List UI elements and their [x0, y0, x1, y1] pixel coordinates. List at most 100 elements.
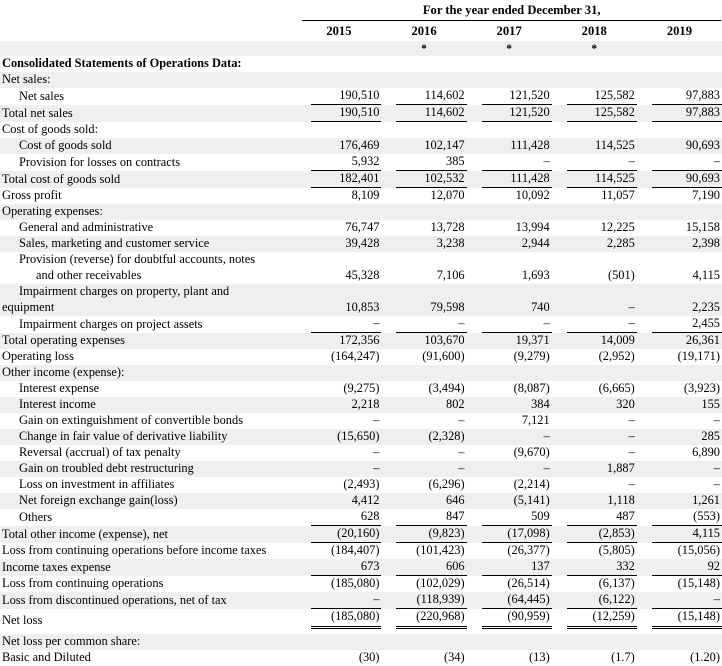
value-cell: [552, 56, 637, 72]
row-label-continued: and other receivables: [36, 268, 142, 282]
value-cell: 6,890: [637, 445, 722, 461]
row-label: Net loss per common share:: [2, 634, 141, 648]
cell-value: –: [651, 154, 722, 171]
table-row: Gain on troubled debt restructuring – – – 1,…: [0, 461, 722, 477]
cell-value: 509: [481, 509, 552, 526]
cell-value: (3,923): [683, 381, 720, 395]
value-cell: 39,428: [296, 236, 381, 252]
cell-value: –: [628, 429, 635, 443]
cell-value: 114,525: [566, 171, 637, 188]
value-cell: (12,259): [552, 609, 637, 634]
value-cell: –: [552, 316, 637, 333]
row-label: Interest income: [19, 397, 96, 411]
cell-value: [482, 204, 552, 220]
value-cell: –: [467, 461, 552, 477]
value-cell: 628: [296, 509, 382, 526]
value-cell: 114,602: [381, 105, 467, 122]
value-cell: (2,952): [552, 349, 637, 365]
value-cell: 1,887: [552, 461, 637, 477]
table-row: Net foreign exchange gain(loss) 4,412 646 (…: [0, 493, 722, 509]
value-cell: 384: [467, 397, 552, 413]
value-cell: –: [296, 316, 382, 333]
cell-value: (34): [443, 650, 465, 664]
value-cell: (185,080): [296, 576, 381, 592]
cell-value: 6,890: [692, 445, 720, 459]
cell-value: [567, 56, 637, 72]
value-cell: 1,118: [552, 493, 637, 509]
row-label: Loss on investment in affiliates: [19, 477, 175, 491]
value-cell: (5,141): [467, 493, 552, 509]
row-label-cell: Income taxes expense: [0, 559, 296, 576]
row-label-cell: Provision for losses on contracts: [0, 154, 296, 171]
cell-value: 137: [481, 559, 552, 576]
asterisk-row: * * *: [0, 41, 722, 56]
row-label: Gross profit: [2, 188, 62, 202]
value-cell: 114,525: [552, 138, 637, 154]
row-label-cell: Net loss per common share:: [0, 634, 296, 650]
cell-value: 103,670: [424, 333, 465, 347]
cell-value: (15,056): [677, 543, 720, 557]
header-spacer: [0, 21, 296, 41]
cell-value: 172,356: [339, 333, 380, 347]
value-cell: (1.20): [637, 650, 722, 666]
table-row: Gross profit 8,109 12,070 10,092 11,057 7,190: [0, 188, 722, 204]
cell-value: –: [566, 316, 637, 333]
row-label: Net loss: [2, 613, 43, 627]
cell-value: 10,092: [515, 188, 550, 202]
cell-value: (1.7): [611, 650, 635, 664]
cell-value: [652, 122, 722, 138]
cell-value: 285: [701, 429, 720, 443]
value-cell: [467, 56, 552, 72]
cell-value: –: [311, 592, 382, 609]
value-cell: (20,160): [296, 526, 382, 543]
value-cell: (6,665): [552, 381, 637, 397]
value-cell: 12,070: [381, 188, 466, 204]
cell-value: [482, 72, 552, 88]
row-label-cell: Loss on investment in affiliates: [0, 477, 296, 493]
row-label: Loss from continuing operations before i…: [2, 543, 267, 557]
value-cell: 102,147: [381, 138, 466, 154]
value-cell: (26,514): [467, 576, 552, 592]
row-label-cell: Total operating expenses: [0, 333, 296, 349]
row-label: Reversal (accrual) of tax penalty: [19, 445, 181, 459]
cell-value: (15,148): [651, 609, 722, 629]
value-cell: 79,598: [381, 284, 466, 316]
years-header-row: 2015 2016 2017 2018 2019: [0, 21, 722, 41]
value-cell: 45,328: [296, 252, 381, 284]
value-cell: 847: [381, 509, 467, 526]
row-label: Income taxes expense: [2, 560, 111, 574]
value-cell: 10,853: [296, 284, 381, 316]
cell-value: 90,693: [685, 138, 720, 152]
value-cell: (6,296): [381, 477, 466, 493]
value-cell: [467, 634, 552, 650]
cell-value: (13): [529, 650, 550, 664]
table-row: Loss from continuing operations before i…: [0, 543, 722, 559]
cell-value: (64,445): [481, 592, 552, 609]
cell-value: (118,939): [396, 592, 467, 609]
value-cell: (2,328): [381, 429, 466, 445]
value-cell: (26,377): [467, 543, 552, 559]
table-row: Total other income (expense), net (20,160…: [0, 526, 722, 543]
value-cell: –: [467, 154, 552, 171]
year-column-header: 2017: [496, 24, 522, 38]
value-cell: 606: [381, 559, 467, 576]
cell-value: (8,087): [513, 381, 550, 395]
value-cell: 97,883: [637, 105, 722, 122]
table-row: Sales, marketing and customer service 39,…: [0, 236, 722, 252]
value-cell: (6,137): [552, 576, 637, 592]
row-label: Provision for losses on contracts: [19, 155, 181, 169]
cell-value: (5,805): [598, 543, 635, 557]
row-label: Cost of goods sold:: [2, 122, 99, 136]
cell-value: 97,883: [651, 88, 722, 105]
row-label-cell: Total other income (expense), net: [0, 526, 296, 543]
cell-value: (6,296): [428, 477, 465, 491]
value-cell: 137: [467, 559, 552, 576]
cell-value: 26,361: [685, 333, 720, 347]
value-cell: –: [467, 429, 552, 445]
cell-value: 4,115: [651, 526, 722, 543]
row-label: Sales, marketing and customer service: [19, 236, 210, 250]
cell-value: 1,887: [606, 461, 635, 475]
cell-value: [396, 72, 466, 88]
row-label: Interest expense: [19, 381, 100, 395]
value-cell: 673: [296, 559, 382, 576]
